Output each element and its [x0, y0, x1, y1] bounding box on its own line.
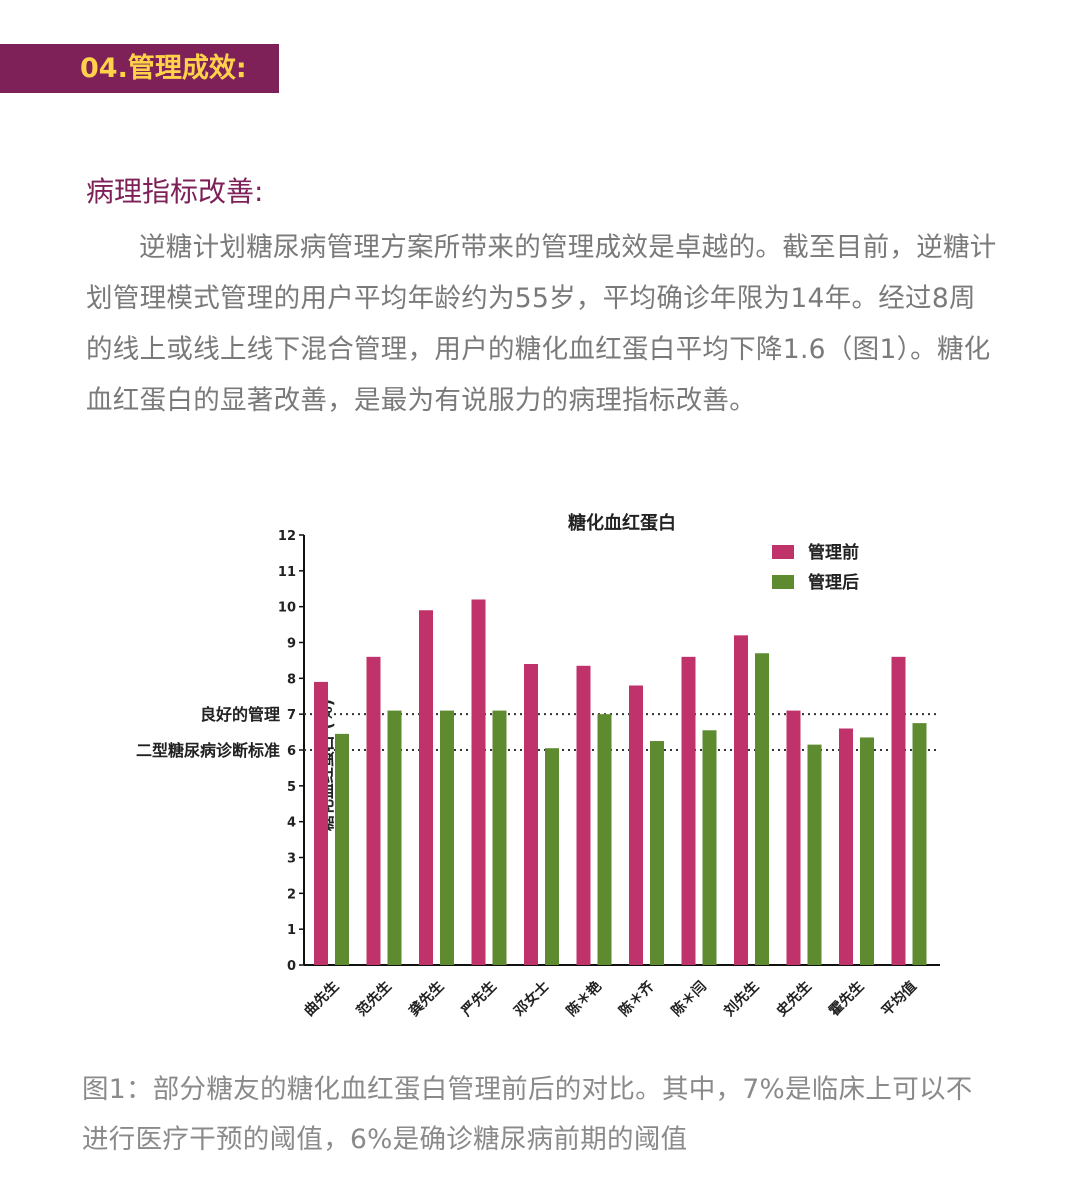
legend-label: 管理前 [808, 542, 859, 563]
y-tick-label: 10 [278, 601, 296, 616]
reference-line-label: 二型糖尿病诊断标准 [136, 741, 280, 760]
bar-after [440, 710, 454, 965]
hba1c-bar-chart: 糖化血红蛋白 糖化血红蛋白 (%) 0123456789101112良好的管理二… [136, 512, 940, 1020]
bar-after [492, 710, 507, 965]
section-banner: 04.管理成效: [0, 44, 279, 93]
x-tick-label: 龚先生 [406, 978, 448, 1020]
bar-before [366, 656, 381, 965]
y-tick-label: 6 [287, 744, 296, 759]
bar-after [702, 730, 717, 965]
section-title: 04.管理成效: [80, 53, 247, 84]
x-tick-label: 曲先生 [301, 978, 343, 1020]
bar-before [839, 728, 853, 965]
bar-after [545, 748, 559, 965]
x-tick-label: 陈＊齐 [616, 977, 658, 1019]
legend-swatch [772, 545, 794, 559]
y-tick-label: 8 [287, 672, 296, 687]
y-tick-label: 7 [287, 708, 296, 723]
figure-caption: 图1：部分糖友的糖化血红蛋白管理前后的对比。其中，7%是临床上可以不进行医疗干预… [82, 1074, 973, 1155]
y-tick-label: 9 [287, 637, 296, 652]
y-tick-label: 1 [287, 923, 296, 938]
bar-before [629, 685, 643, 965]
bar-after [807, 744, 822, 965]
legend-label: 管理后 [808, 572, 859, 593]
bar-after [597, 714, 612, 965]
bar-after [335, 733, 349, 965]
x-tick-label: 陈＊艳 [563, 978, 605, 1020]
bar-before [576, 665, 591, 965]
bar-before [419, 610, 433, 965]
bar-before [524, 664, 538, 965]
y-tick-label: 5 [287, 780, 296, 795]
bar-before [734, 635, 748, 965]
y-tick-label: 4 [287, 816, 296, 831]
x-tick-label: 邓女士 [510, 978, 552, 1020]
y-tick-label: 2 [287, 887, 296, 902]
body-paragraph: 逆糖计划糖尿病管理方案所带来的管理成效是卓越的。截至目前，逆糖计划管理模式管理的… [86, 232, 997, 416]
chart-title: 糖化血红蛋白 [568, 512, 676, 534]
x-tick-label: 霍先生 [826, 978, 868, 1020]
bar-before [681, 656, 696, 965]
bar-after [860, 737, 874, 965]
reference-line-label: 良好的管理 [200, 705, 280, 724]
bar-after [650, 741, 664, 965]
y-tick-label: 11 [278, 565, 296, 580]
bar-before [471, 599, 486, 965]
x-tick-label: 刘先生 [721, 978, 763, 1020]
bar-after [755, 653, 769, 965]
legend-swatch [772, 575, 794, 589]
bar-before [891, 656, 906, 965]
bar-before [314, 681, 328, 965]
bar-before [786, 710, 801, 965]
y-tick-label: 3 [287, 852, 296, 867]
y-tick-label: 12 [278, 529, 296, 544]
y-tick-label: 0 [287, 959, 296, 974]
x-tick-label: 严先生 [457, 978, 499, 1020]
x-tick-label: 范先生 [353, 978, 395, 1020]
x-tick-label: 平均值 [878, 978, 920, 1020]
sub-heading: 病理指标改善: [86, 175, 264, 208]
bar-after [912, 723, 927, 965]
x-tick-label: 史先生 [773, 978, 815, 1020]
bar-after [387, 710, 402, 965]
x-tick-label: 陈＊闫 [668, 978, 710, 1020]
